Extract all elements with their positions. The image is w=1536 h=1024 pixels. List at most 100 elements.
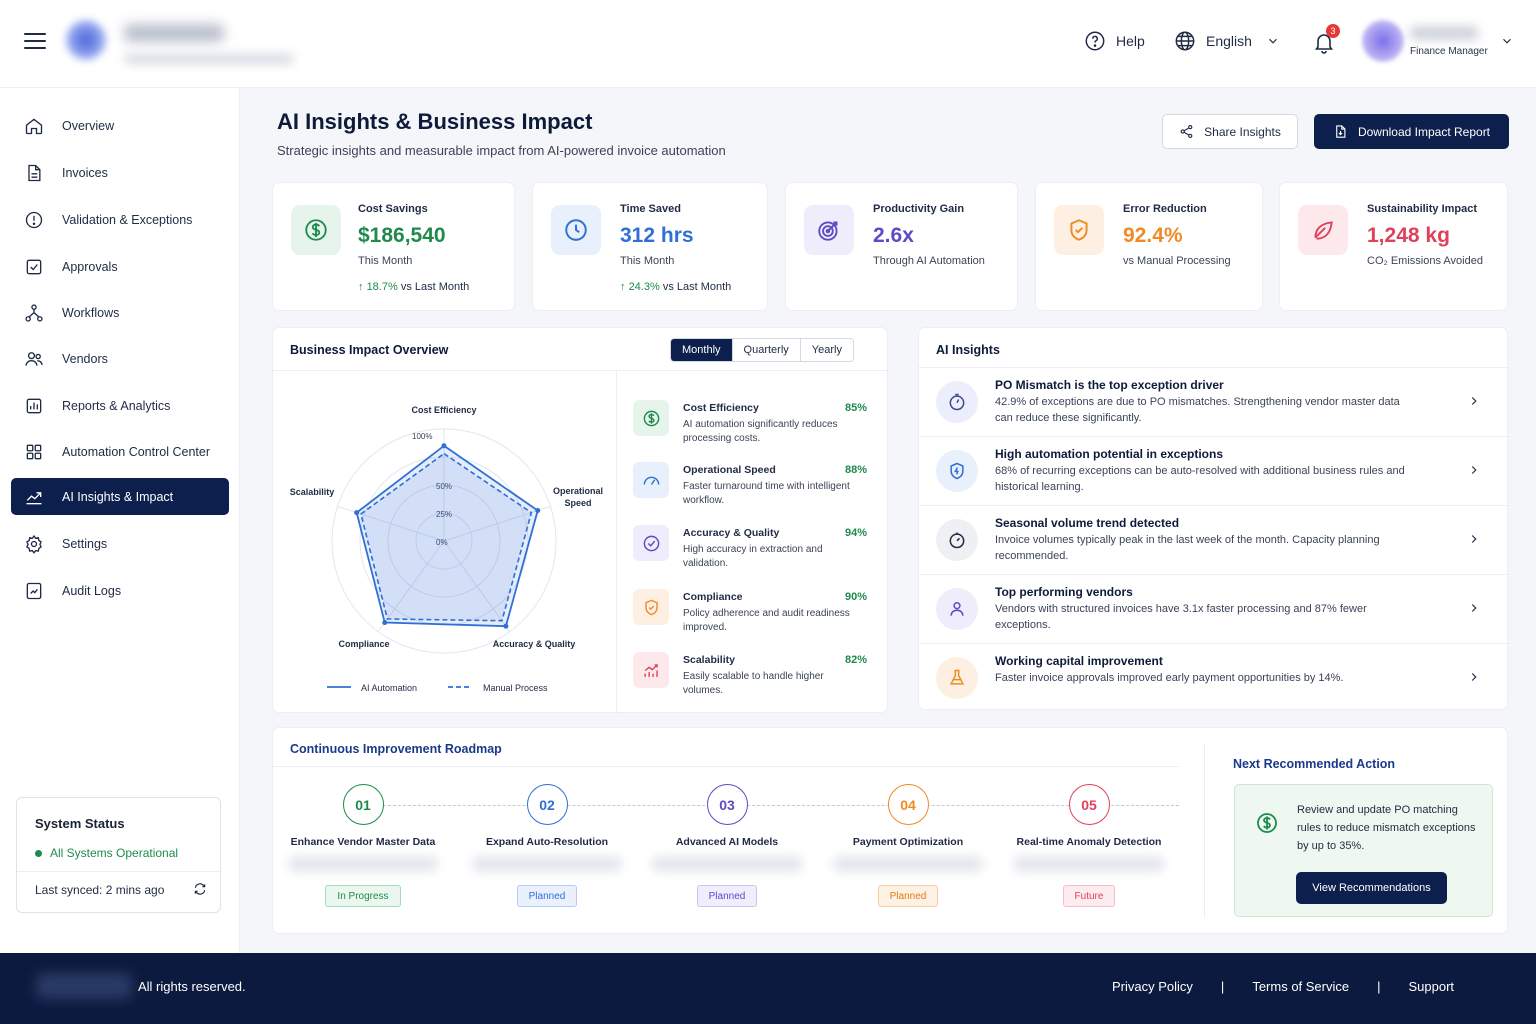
insight-item[interactable]: Top performing vendors Vendors with stru… xyxy=(919,574,1509,643)
period-toggle: Monthly Quarterly Yearly xyxy=(670,338,854,362)
metric-desc: Policy adherence and audit readiness imp… xyxy=(683,608,850,633)
sidebar-item-invoices[interactable]: Invoices xyxy=(11,154,229,191)
chevron-right-icon xyxy=(1471,604,1477,612)
metric-name: Scalability xyxy=(683,654,735,666)
step-number: 04 xyxy=(887,784,929,825)
privacy-policy-link[interactable]: Privacy Policy xyxy=(1112,979,1193,994)
help-button[interactable]: Help xyxy=(1084,30,1145,52)
user-icon xyxy=(950,602,964,616)
insight-icon-wrap xyxy=(936,381,978,423)
top-bar: Help English 3 Finance Manager xyxy=(0,0,1536,88)
metric-pct: 82% xyxy=(845,654,868,666)
metric-name: Accuracy & Quality xyxy=(683,527,780,539)
support-link[interactable]: Support xyxy=(1408,979,1455,994)
globe-icon xyxy=(1175,31,1195,51)
download-report-button[interactable]: Download Impact Report xyxy=(1314,114,1509,149)
sidebar-item-reports[interactable]: Reports & Analytics xyxy=(11,387,229,424)
insight-item[interactable]: Working capital improvement Faster invoi… xyxy=(919,643,1509,712)
leaf-icon xyxy=(1314,221,1333,240)
language-select[interactable]: English xyxy=(1174,30,1280,52)
kpi-note: This Month xyxy=(620,255,675,267)
kpi-note: vs Manual Processing xyxy=(1123,255,1231,267)
kpi-trend: ↑ 24.3% vs Last Month xyxy=(620,281,731,293)
trend-up-icon: ↑ xyxy=(358,281,364,293)
metric-scalability: Scalability 82% Easily scalable to handl… xyxy=(633,652,883,712)
sidebar-item-label: Workflows xyxy=(62,305,120,320)
metric-icon-wrap xyxy=(633,400,669,436)
kpi-icon-wrap xyxy=(1054,205,1104,255)
roadmap-step[interactable]: 01 Enhance Vendor Master Data In Progres… xyxy=(273,784,453,907)
insight-icon-wrap xyxy=(936,519,978,561)
shield-bolt-icon xyxy=(950,462,964,480)
roadmap-title: Continuous Improvement Roadmap xyxy=(290,742,502,756)
insight-icon-wrap xyxy=(936,450,978,492)
status-text: All Systems Operational xyxy=(50,846,179,860)
manual-process-series xyxy=(360,452,533,622)
view-recommendations-button[interactable]: View Recommendations xyxy=(1296,872,1447,904)
speedometer-icon xyxy=(643,476,659,485)
radar-chart: 100% 50% 25% 0% Cost Efficiency OperationalSp… xyxy=(290,405,603,693)
sidebar-item-overview[interactable]: Overview xyxy=(11,107,229,144)
radar-axis-label: Operational Speed xyxy=(553,486,603,508)
help-label: Help xyxy=(1116,33,1145,49)
kpi-label: Time Saved xyxy=(620,203,681,215)
system-status-card: System Status All Systems Operational La… xyxy=(16,797,222,913)
roadmap-card: Continuous Improvement Roadmap 01 Enhanc… xyxy=(272,727,1508,934)
terms-of-service-link[interactable]: Terms of Service xyxy=(1252,979,1350,994)
status-title: System Status xyxy=(35,816,125,831)
step-number: 01 xyxy=(342,784,384,825)
metric-name: Compliance xyxy=(683,591,743,603)
tab-monthly[interactable]: Monthly xyxy=(671,339,732,361)
chevron-right-icon xyxy=(1471,466,1477,474)
shield-icon xyxy=(1070,219,1088,241)
sidebar-item-validation[interactable]: Validation & Exceptions xyxy=(11,201,229,238)
kpi-label: Productivity Gain xyxy=(873,203,965,215)
radar-ring-label: 0% xyxy=(436,538,448,547)
next-action-title: Next Recommended Action xyxy=(1233,757,1396,771)
sidebar-item-automation[interactable]: Automation Control Center xyxy=(11,433,229,470)
bell-icon[interactable] xyxy=(1312,30,1336,54)
tab-yearly[interactable]: Yearly xyxy=(799,339,853,361)
roadmap-step[interactable]: 05 Real-time Anomaly Detection Future xyxy=(999,784,1179,907)
sidebar-item-approvals[interactable]: Approvals xyxy=(11,248,229,285)
insight-desc: Vendors with structured invoices have 3.… xyxy=(995,603,1367,631)
radar-spoke xyxy=(443,540,511,632)
gauge-icon xyxy=(949,532,965,549)
sidebar-item-label: Approvals xyxy=(62,259,118,274)
roadmap-step[interactable]: 02 Expand Auto-Resolution Planned xyxy=(457,784,637,907)
kpi-note: This Month xyxy=(358,255,413,267)
sidebar-item-ai-insights[interactable]: AI Insights & Impact xyxy=(11,478,229,515)
users-icon xyxy=(25,351,43,366)
insight-item[interactable]: Seasonal volume trend detected Invoice v… xyxy=(919,505,1509,574)
user-menu-chevron-icon[interactable] xyxy=(1500,34,1514,48)
roadmap-step[interactable]: 03 Advanced AI Models Planned xyxy=(637,784,817,907)
sidebar-item-vendors[interactable]: Vendors xyxy=(11,340,229,377)
radar-ring-label: 50% xyxy=(436,482,452,491)
menu-icon[interactable] xyxy=(24,33,46,51)
avatar[interactable] xyxy=(1362,20,1404,62)
step-name: Enhance Vendor Master Data xyxy=(290,836,436,848)
kpi-value: 312 hrs xyxy=(620,224,694,247)
step-name: Expand Auto-Resolution xyxy=(485,836,609,848)
brand-logo[interactable] xyxy=(66,18,326,70)
kpi-trend-value: 18.7% xyxy=(366,281,398,293)
language-label: English xyxy=(1206,33,1252,49)
kpi-trend-value: 24.3% xyxy=(628,281,660,293)
insight-item[interactable]: PO Mismatch is the top exception driver … xyxy=(919,367,1509,436)
sidebar-item-audit-logs[interactable]: Audit Logs xyxy=(11,572,229,609)
step-name: Real-time Anomaly Detection xyxy=(1016,836,1162,848)
sidebar-item-settings[interactable]: Settings xyxy=(11,525,229,562)
metric-desc: AI automation significantly reduces proc… xyxy=(683,419,838,444)
roadmap-step[interactable]: 04 Payment Optimization Planned xyxy=(818,784,998,907)
share-insights-button[interactable]: Share Insights xyxy=(1162,114,1298,149)
refresh-icon[interactable] xyxy=(193,882,207,896)
shield-icon xyxy=(644,599,658,615)
step-number: 03 xyxy=(706,784,748,825)
footer-rights: All rights reserved. xyxy=(138,979,246,994)
tab-quarterly[interactable]: Quarterly xyxy=(731,339,800,361)
sidebar-item-workflows[interactable]: Workflows xyxy=(11,294,229,331)
insight-item[interactable]: High automation potential in exceptions … xyxy=(919,436,1509,505)
chevron-right-icon xyxy=(1471,673,1477,681)
home-icon xyxy=(25,117,43,134)
radar-ring-label: 25% xyxy=(436,510,452,519)
